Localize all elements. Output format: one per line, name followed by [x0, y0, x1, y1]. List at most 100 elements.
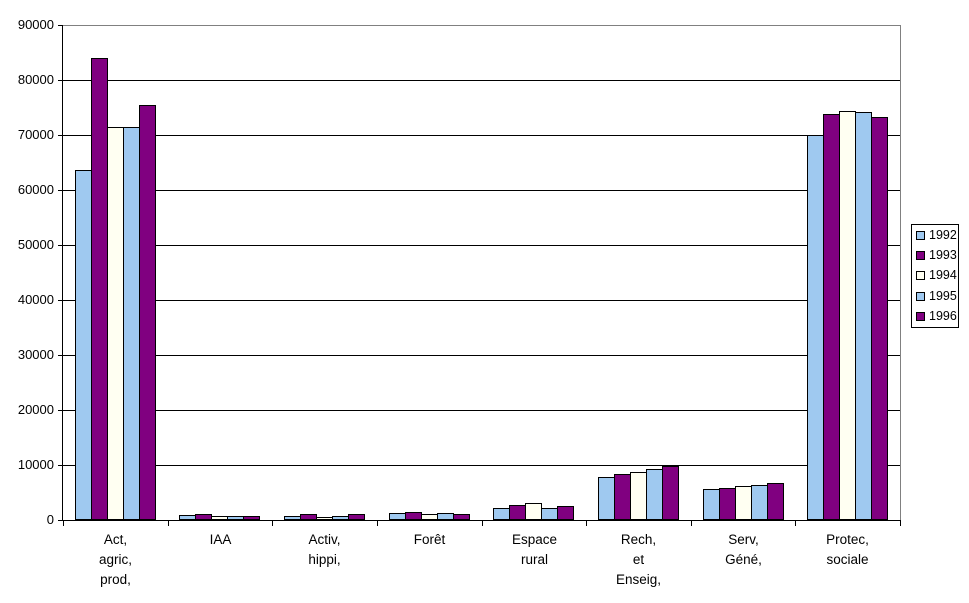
y-axis-tick: [58, 410, 63, 411]
bar-1994: [525, 503, 542, 520]
legend-marker-1992: [916, 230, 925, 240]
bar-1992: [493, 508, 510, 520]
bar-group: [179, 25, 260, 520]
x-axis-tick: [586, 520, 587, 526]
x-axis-tick: [377, 520, 378, 526]
bar-1992: [75, 170, 92, 520]
gridline: [63, 465, 900, 466]
x-category-label: Act, agric, prod,: [98, 532, 132, 587]
bar-1993: [614, 474, 631, 520]
y-axis-tick: [58, 300, 63, 301]
x-category-label: Forêt: [413, 532, 446, 547]
bar-group: [598, 25, 679, 520]
x-axis-tick: [272, 520, 273, 526]
bar-1994: [839, 111, 856, 520]
y-axis-tick: [58, 355, 63, 356]
legend-entry: 1996: [916, 310, 958, 323]
bar-1992: [179, 515, 196, 520]
legend-marker-1994: [916, 271, 925, 281]
bar-1994: [421, 514, 438, 520]
x-category-label: Protec, sociale: [826, 532, 869, 567]
bar-1994: [107, 127, 124, 520]
x-category-label: Activ, hippi,: [308, 532, 341, 567]
y-axis-tick: [58, 135, 63, 136]
gridline: [63, 300, 900, 301]
y-tick-label: 50000: [17, 237, 54, 252]
y-tick-label: 70000: [17, 127, 54, 142]
bar-1993: [91, 58, 108, 520]
x-axis-line: [62, 520, 900, 521]
x-category-label: Espace rural: [511, 532, 558, 567]
bar-1996: [348, 514, 365, 520]
bar-1995: [751, 485, 768, 520]
y-tick-label: 30000: [17, 347, 54, 362]
legend: 1992 1993 1994 1995 1996: [911, 224, 959, 328]
x-category-label: Rech, et Enseig,: [615, 532, 662, 587]
x-axis-tick: [168, 520, 169, 526]
legend-marker-1993: [916, 251, 925, 261]
plot-border-top: [63, 25, 900, 26]
bar-1996: [871, 117, 888, 520]
bar-1994: [316, 517, 333, 520]
bar-group: [75, 25, 156, 520]
bar-1996: [139, 105, 156, 520]
x-axis-tick: [900, 520, 901, 526]
bar-1993: [719, 488, 736, 520]
gridline: [63, 135, 900, 136]
legend-entry: 1994: [916, 269, 958, 282]
bar-1996: [557, 506, 574, 520]
legend-label: 1993: [929, 248, 957, 263]
bar-1992: [389, 513, 406, 520]
bar-1994: [735, 486, 752, 520]
bar-1992: [598, 477, 615, 520]
legend-label: 1995: [929, 288, 957, 303]
bar-group: [703, 25, 784, 520]
y-axis-tick: [58, 245, 63, 246]
legend-entry: 1995: [916, 288, 958, 303]
gridline: [63, 245, 900, 246]
gridline: [63, 190, 900, 191]
y-axis-tick: [58, 25, 63, 26]
bar-1996: [767, 483, 784, 520]
y-axis-tick: [58, 465, 63, 466]
legend-marker-1996: [916, 312, 925, 322]
bar-1992: [807, 135, 824, 520]
bar-1995: [541, 508, 558, 520]
gridline: [63, 410, 900, 411]
legend-entry: 1993: [916, 249, 958, 262]
y-axis-tick: [58, 520, 63, 521]
bar-1993: [509, 505, 526, 520]
bar-1995: [855, 112, 872, 520]
x-category-label: IAA: [209, 532, 232, 547]
x-axis-tick: [482, 520, 483, 526]
bar-1995: [332, 516, 349, 520]
x-category-label: Serv, Géné,: [725, 532, 762, 567]
bar-1993: [195, 514, 212, 520]
y-axis-tick: [58, 190, 63, 191]
y-axis-tick: [58, 80, 63, 81]
bar-1993: [405, 512, 422, 520]
bar-1996: [453, 514, 470, 520]
bar-1996: [243, 516, 260, 520]
y-tick-label: 10000: [17, 457, 54, 472]
bar-1994: [211, 516, 228, 520]
y-tick-label: 20000: [17, 402, 54, 417]
bar-1993: [823, 114, 840, 520]
bar-1995: [123, 127, 140, 520]
bar-1995: [227, 516, 244, 520]
bar-group: [807, 25, 888, 520]
bar-group: [284, 25, 365, 520]
bar-1996: [662, 466, 679, 520]
legend-label: 1996: [929, 309, 957, 324]
gridline: [63, 355, 900, 356]
bar-group: [389, 25, 470, 520]
plot-border-right: [900, 25, 901, 520]
legend-label: 1992: [929, 227, 957, 242]
bar-group: [493, 25, 574, 520]
bar-1992: [284, 516, 301, 520]
legend-entry: 1992: [916, 227, 958, 242]
y-tick-label: 40000: [17, 292, 54, 307]
gridline: [63, 80, 900, 81]
